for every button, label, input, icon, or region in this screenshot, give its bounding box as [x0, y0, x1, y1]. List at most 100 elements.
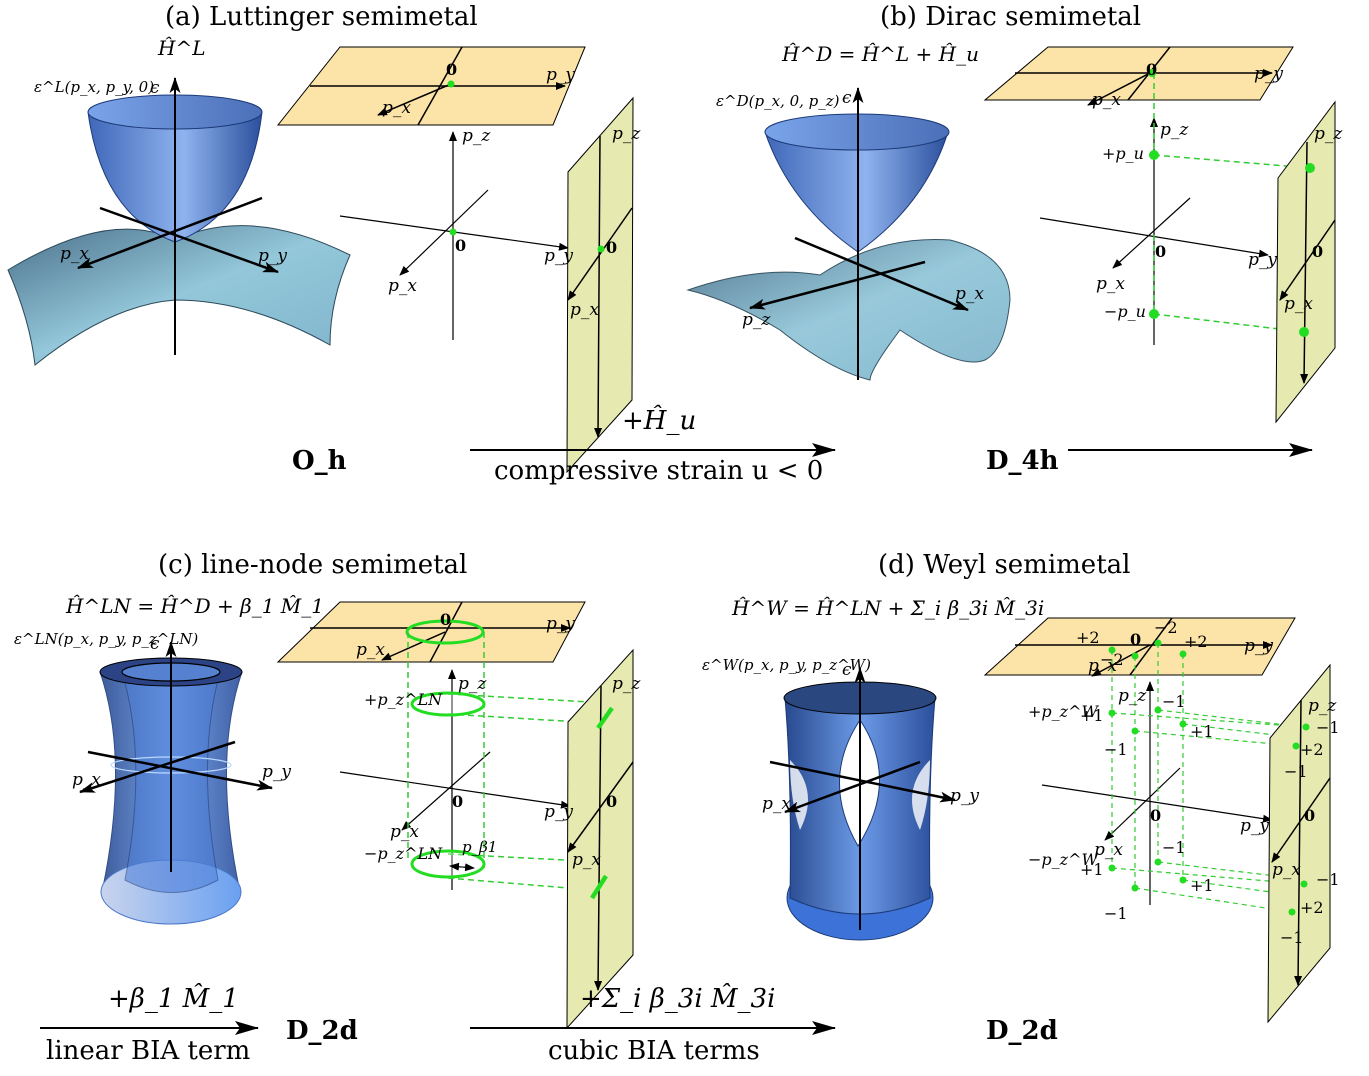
panel-b-side-pz: p_z	[1314, 124, 1343, 144]
panel-b-title: (b) Dirac semimetal	[880, 2, 1142, 32]
panel-a-side-zero: 0	[606, 238, 618, 257]
transition-2-below: linear BIA term	[46, 1036, 251, 1066]
panel-d-top-px: p_x	[1088, 656, 1117, 676]
panel-b-top-zero: 0	[1146, 60, 1158, 79]
panel-b-dispersion: ε^D(p_x, 0, p_z)	[716, 92, 840, 110]
panel-c-surface-plot	[79, 641, 273, 925]
panel-a-symmetry: O_h	[292, 446, 347, 476]
panel-d-top-py: p_y	[1244, 636, 1273, 656]
panel-c-axis-px-2: p_x	[390, 822, 419, 842]
panel-d-axis-px-2: p_x	[1094, 840, 1123, 860]
saddle-surface	[686, 238, 1011, 381]
panel-a-axis-px-2: p_x	[388, 276, 417, 296]
panel-d-axis-py: p_y	[950, 786, 979, 806]
panel-c-title: (c) line-node semimetal	[158, 550, 468, 580]
panel-a-axis-py: p_y	[258, 246, 287, 266]
transition-2-above: +β_1 M̂_1	[108, 984, 239, 1014]
panel-c-node-plus: +p_z^LN	[364, 690, 443, 709]
panel-c-top-py: p_y	[546, 614, 575, 634]
panel-c-dispersion: ε^LN(p_x, p_y, p_z^LN)	[14, 630, 199, 648]
panel-d-axis-pz: p_z	[1118, 686, 1147, 706]
side-plane	[566, 96, 634, 474]
panel-c-side-px: p_x	[572, 850, 601, 870]
panel-a-surface-plot	[7, 77, 351, 366]
panel-b-top-px: p_x	[1092, 90, 1121, 110]
node-ring-top	[405, 619, 485, 645]
panel-c-top-zero: 0	[440, 610, 452, 629]
panel-d-node-plus: +p_z^W	[1028, 702, 1098, 721]
panel-c-axis-px: p_x	[72, 770, 101, 790]
panel-a-axis-px: p_x	[60, 244, 89, 264]
panel-b-axis-pz: p_z	[742, 310, 771, 330]
panel-b-energy-axis: ϵ	[842, 88, 852, 108]
panel-c-center-zero: 0	[452, 792, 464, 811]
panel-d-top-charge-2: −2	[1100, 650, 1124, 669]
panel-b-axis-px-2: p_x	[1096, 274, 1125, 294]
panel-d-side-up-1: −1	[1316, 718, 1340, 737]
transition-3-below: cubic BIA terms	[548, 1036, 760, 1066]
panel-a-top-px: p_x	[382, 98, 411, 118]
panel-c-side-zero: 0	[606, 792, 618, 811]
panel-d-center-zero: 0	[1150, 806, 1162, 825]
panel-b-hamiltonian: Ĥ^D = Ĥ^L + Ĥ_u	[782, 42, 979, 66]
panel-c-symmetry: D_2d	[286, 1016, 358, 1046]
panel-b-center-zero: 0	[1155, 242, 1167, 261]
panel-d-node-minus: −p_z^W	[1028, 850, 1098, 869]
panel-d-title: (d) Weyl semimetal	[878, 550, 1131, 580]
panel-b-schematic	[983, 46, 1336, 424]
panel-a-hamiltonian: Ĥ^L	[158, 36, 206, 60]
panel-d-surface-plot	[769, 667, 956, 941]
panel-a-schematic	[276, 46, 634, 474]
panel-d-hamiltonian: Ĥ^W = Ĥ^LN + Σ_i β_3i M̂_3i	[732, 596, 1045, 620]
panel-c-top-px: p_x	[356, 640, 385, 660]
panel-d-side-zero: 0	[1304, 806, 1316, 825]
transition-1-below: compressive strain u < 0	[494, 456, 824, 486]
transition-1-above: +Ĥ_u	[622, 406, 697, 436]
panel-d-top-charge-4: +2	[1184, 632, 1208, 651]
panel-d-schematic	[983, 617, 1331, 1024]
panel-d-top-charge-1: +2	[1076, 628, 1100, 647]
panel-d-up-charge-2: −1	[1104, 740, 1128, 759]
panel-d-axis-py-2: p_y	[1240, 816, 1269, 836]
panel-c-axis-pz: p_z	[458, 674, 487, 694]
panel-d-energy-axis: ϵ	[842, 660, 852, 680]
panel-d-axis-px: p_x	[762, 794, 791, 814]
panel-b-node-plus: +p_u	[1102, 144, 1144, 163]
transition-3-above: +Σ_i β_3i M̂_3i	[580, 984, 776, 1014]
panel-a-center-zero: 0	[455, 236, 467, 255]
panel-d-side-up-3: −1	[1284, 762, 1308, 781]
node-center	[449, 228, 457, 236]
panel-a-axis-py-2: p_y	[544, 246, 573, 266]
panel-b-axis-py-2: p_y	[1248, 250, 1277, 270]
panel-d-side-low-3: −1	[1280, 928, 1304, 947]
panel-c-hamiltonian: Ĥ^LN = Ĥ^D + β_1 M̂_1	[66, 594, 325, 618]
panel-c-radius-label: p_β1	[462, 838, 498, 856]
panel-d-side-up-2: +2	[1300, 740, 1324, 759]
panel-a-side-px: p_x	[570, 300, 599, 320]
panel-b-axis-pz-2: p_z	[1160, 120, 1189, 140]
node-side	[597, 245, 605, 253]
panel-b-side-zero: 0	[1312, 242, 1324, 261]
panel-b-node-minus: −p_u	[1104, 302, 1146, 321]
panel-c-axis-py: p_y	[262, 762, 291, 782]
panel-a-energy-axis: ϵ	[150, 78, 160, 98]
panel-a-dispersion: ε^L(p_x, p_y, 0)	[34, 78, 155, 96]
panel-d-top-charge-3: −2	[1154, 618, 1178, 637]
panel-a-top-py: p_y	[546, 65, 575, 85]
panel-c-schematic	[276, 601, 634, 1030]
panel-c-energy-axis: ϵ	[150, 634, 160, 654]
panel-a-side-pz: p_z	[612, 124, 641, 144]
panel-d-side-low-1: −1	[1316, 870, 1340, 889]
panel-c-node-minus: −p_z^LN	[364, 844, 443, 863]
panel-b-axis-px: p_x	[955, 284, 984, 304]
panel-c-side-pz: p_z	[612, 674, 641, 694]
node-ring-upper	[410, 691, 486, 717]
panel-d-up-charge-4: +1	[1190, 722, 1214, 741]
panel-d-low-charge-1: +1	[1080, 860, 1104, 879]
node-top	[447, 80, 455, 88]
panel-d-low-charge-3: −1	[1162, 838, 1186, 857]
panel-d-up-charge-1: +1	[1080, 706, 1104, 725]
panel-b-surface-plot	[686, 87, 1011, 381]
